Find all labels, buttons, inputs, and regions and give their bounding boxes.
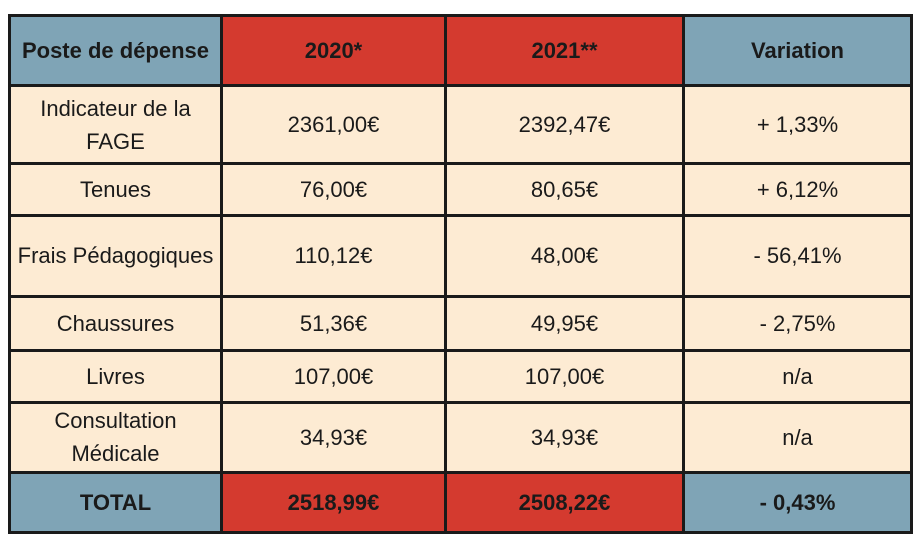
cell-variation: n/a [682,348,913,404]
cell-poste: Frais Pédagogiques [8,214,223,298]
table-header-row: Poste de dépense 2020* 2021** Variation [8,14,913,87]
cell-2021: 80,65€ [444,162,685,218]
cell-variation: - 2,75% [682,294,913,352]
header-2020: 2020* [220,14,447,87]
header-variation: Variation [682,14,913,87]
cell-poste: Consultation Médicale [8,400,223,475]
cell-2020: 2361,00€ [220,83,447,166]
cell-2021: 48,00€ [444,214,685,298]
cell-variation: + 6,12% [682,162,913,218]
total-row: TOTAL 2518,99€ 2508,22€ - 0,43% [8,471,913,534]
cell-2021: 34,93€ [444,400,685,475]
cell-2021: 49,95€ [444,294,685,352]
cell-poste: Indicateur de la FAGE [8,83,223,166]
total-2021: 2508,22€ [444,471,685,534]
table-row: Livres 107,00€ 107,00€ n/a [8,348,913,404]
cell-poste: Tenues [8,162,223,218]
cell-variation: - 56,41% [682,214,913,298]
cell-2021: 2392,47€ [444,83,685,166]
cell-variation: + 1,33% [682,83,913,166]
table-row: Consultation Médicale 34,93€ 34,93€ n/a [8,400,913,475]
total-label: TOTAL [8,471,223,534]
cell-2021: 107,00€ [444,348,685,404]
total-2020: 2518,99€ [220,471,447,534]
cell-2020: 51,36€ [220,294,447,352]
header-2021: 2021** [444,14,685,87]
cell-poste: Chaussures [8,294,223,352]
expense-table: Poste de dépense 2020* 2021** Variation … [8,14,913,534]
total-variation: - 0,43% [682,471,913,534]
table-row: Tenues 76,00€ 80,65€ + 6,12% [8,162,913,218]
table-row: Indicateur de la FAGE 2361,00€ 2392,47€ … [8,83,913,166]
cell-2020: 110,12€ [220,214,447,298]
table-row: Chaussures 51,36€ 49,95€ - 2,75% [8,294,913,352]
header-poste: Poste de dépense [8,14,223,87]
cell-2020: 107,00€ [220,348,447,404]
cell-poste: Livres [8,348,223,404]
cell-2020: 76,00€ [220,162,447,218]
cell-2020: 34,93€ [220,400,447,475]
table-row: Frais Pédagogiques 110,12€ 48,00€ - 56,4… [8,214,913,298]
cell-variation: n/a [682,400,913,475]
